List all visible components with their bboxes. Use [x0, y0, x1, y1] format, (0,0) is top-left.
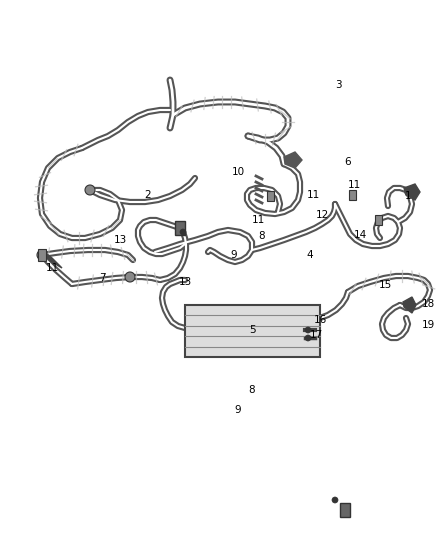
Text: 9: 9	[235, 405, 241, 415]
Text: 2: 2	[145, 190, 151, 200]
Text: 19: 19	[421, 320, 434, 330]
Text: 5: 5	[249, 325, 255, 335]
Text: 10: 10	[231, 167, 244, 177]
Text: 11: 11	[347, 180, 360, 190]
Circle shape	[332, 497, 338, 503]
Text: 8: 8	[249, 385, 255, 395]
Bar	[185, 305, 320, 357]
Text: 16: 16	[313, 315, 327, 325]
Bar	[267, 191, 274, 201]
Text: 18: 18	[421, 299, 434, 309]
Text: 15: 15	[378, 280, 392, 290]
Polygon shape	[42, 250, 62, 268]
Polygon shape	[404, 184, 420, 200]
Circle shape	[180, 229, 186, 235]
Text: 11: 11	[306, 190, 320, 200]
Text: 3: 3	[335, 80, 341, 90]
Text: 11: 11	[251, 215, 265, 225]
Text: 8: 8	[259, 231, 265, 241]
Text: 4: 4	[307, 250, 313, 260]
Text: 7: 7	[99, 273, 105, 283]
Circle shape	[305, 335, 311, 341]
Bar	[175, 221, 185, 235]
Bar	[349, 190, 356, 200]
Polygon shape	[403, 297, 416, 313]
Text: 13: 13	[178, 277, 192, 287]
Bar	[340, 503, 350, 517]
Circle shape	[37, 250, 47, 260]
Circle shape	[85, 185, 95, 195]
Circle shape	[305, 327, 311, 333]
Bar	[375, 215, 382, 225]
Polygon shape	[284, 152, 302, 168]
Text: 1: 1	[405, 191, 411, 201]
Text: 6: 6	[345, 157, 351, 167]
Text: 13: 13	[113, 235, 127, 245]
Bar	[38, 249, 46, 261]
Text: 9: 9	[231, 250, 237, 260]
Text: 11: 11	[46, 263, 59, 273]
Circle shape	[125, 272, 135, 282]
Text: 14: 14	[353, 230, 367, 240]
Text: 17: 17	[309, 330, 323, 340]
Text: 12: 12	[315, 210, 328, 220]
